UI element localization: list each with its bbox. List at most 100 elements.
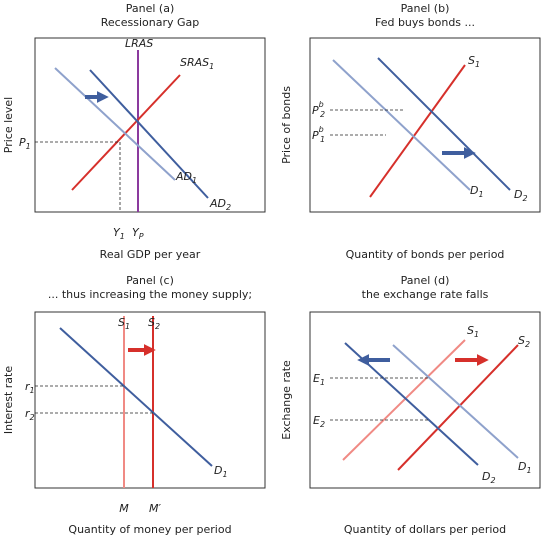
label-part: P [312,104,319,117]
curve-label: LRAS [125,37,153,50]
axis-mark: E1 [313,372,325,387]
label-part: AD [209,197,226,210]
label-part: 1 [526,466,531,475]
label-part: 1 [320,135,325,144]
label-part: 1 [30,386,35,395]
label-part: b [319,125,324,134]
curve-label: S2 [148,316,160,331]
axis-mark: E2 [313,414,325,429]
curve-label: S1 [467,324,479,339]
panel-subtitle: Recessionary Gap [101,16,199,29]
label-part: M′ [149,502,161,515]
label-part: SRAS [180,56,209,69]
label-part: 1 [222,470,227,479]
label-part: 2 [30,413,35,422]
label-part: 1 [120,232,125,241]
label-part: M [119,502,129,515]
axis-mark: M′ [149,502,161,515]
x-axis-label: Quantity of bonds per period [346,248,505,261]
label-part: 1 [475,60,480,69]
x-axis-label: Quantity of money per period [68,523,231,536]
label-part: 2 [522,194,527,203]
ad2-curve [89,69,209,199]
panel-subtitle: ... thus increasing the money supply; [48,288,252,301]
supply-curve [369,64,466,198]
label-part: S [118,316,125,329]
curve-label: S1 [468,54,480,69]
label-part: D [214,464,222,477]
demand-curve [59,327,213,467]
panel-title: Panel (d) [401,274,450,287]
label-part: 1 [320,378,325,387]
label-part: 2 [320,110,325,119]
label-part: 1 [125,322,130,331]
d1-curve [392,344,519,459]
d1-curve [332,59,471,191]
plot-frame [34,311,266,489]
label-part: S [518,334,525,347]
axis-mark: Pb 2 [312,100,325,119]
label-part: E [313,414,320,427]
curve-label: S2 [518,334,530,349]
label-part: D [470,184,478,197]
label-part: S [148,316,155,329]
label-part: LRAS [125,37,153,50]
label-part: 2 [320,420,325,429]
label-part: P [139,232,144,241]
label-part: 2 [226,203,231,212]
s1-curve [342,339,466,461]
label-part: E [313,372,320,385]
plot-frame [309,311,541,489]
label-part: 1 [26,142,31,151]
label-part: S [467,324,474,337]
label-part: 2 [155,322,160,331]
axis-mark: r1 [25,380,35,395]
curve-label: D1 [214,464,228,479]
y-axis-label: Price level [2,97,15,154]
curve-label: D2 [482,470,496,485]
label-part: 1 [209,62,214,71]
axis-mark: M [119,502,129,515]
label-part: D [514,188,522,201]
panel-title: Panel (a) [126,2,175,15]
panel-subtitle: the exchange rate falls [362,288,489,301]
axis-mark: r2 [25,407,35,422]
curve-label: S1 [118,316,130,331]
panel-subtitle: Fed buys bonds ... [375,16,475,29]
ad1-curve [54,67,176,181]
curve-label: D1 [518,460,532,475]
y-axis-label: Interest rate [2,366,15,434]
label-part: 1 [474,330,479,339]
label-part: P [19,136,26,149]
curve-label: SRAS1 [180,56,214,71]
plot-frame [34,37,266,213]
d2-curve [377,57,511,191]
label-part: r [25,407,31,420]
label-part: b [319,100,324,109]
axis-mark: Y1 [113,226,125,241]
s2-curve [397,344,519,471]
label-part: 1 [478,190,483,199]
y-axis-label: Exchange rate [280,360,293,440]
label-part: AD [175,170,192,183]
curve-label: AD2 [209,197,231,212]
panel-title: Panel (c) [126,274,174,287]
label-part: 2 [525,340,530,349]
label-part: P [312,129,319,142]
label-part: D [518,460,526,473]
label-part: 1 [192,176,197,185]
curve-label: AD1 [175,170,197,185]
label-part: D [482,470,490,483]
curve-label: D2 [514,188,528,203]
axis-mark: Pb 1 [312,125,325,144]
y-axis-label: Price of bonds [280,86,293,164]
x-axis-label: Real GDP per year [100,248,201,261]
curve-label: D1 [470,184,484,199]
label-part: 2 [490,476,495,485]
label-part: S [468,54,475,67]
label-part: r [25,380,31,393]
label-part: Y [132,226,140,239]
panel-title: Panel (b) [401,2,450,15]
